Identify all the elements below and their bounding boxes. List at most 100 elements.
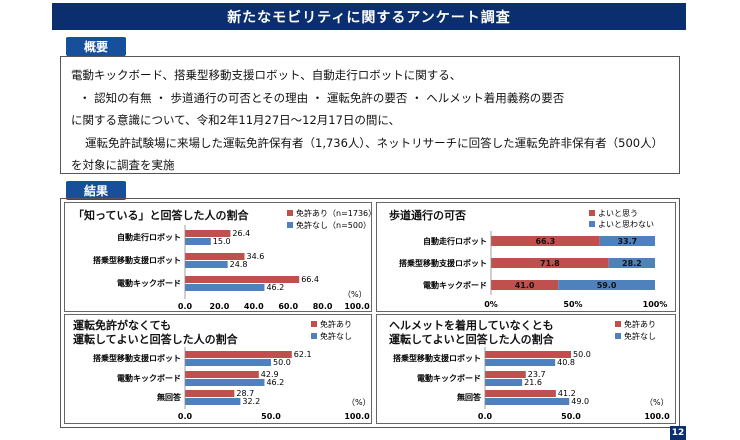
sidewalk-chart: 歩道通行の可否 自動走行ロボット 66.3 33.7 搭乗型移動支援ロボット 71.8 2… [376,202,676,312]
data-label: 71.8 [540,259,560,268]
chart-title-line1: 運転免許がなくても [73,319,172,332]
tick-label: 50.0 [561,412,581,421]
bar-segment [491,280,559,290]
tick-label: 50% [563,300,582,309]
category-label: 無回答 [457,392,482,402]
bar [185,359,271,366]
tick-label: 0.0 [178,412,193,421]
tick-label: 50.0 [261,412,281,421]
tick-label: 0% [484,300,498,309]
data-label: 15.0 [213,237,231,246]
data-label: 24.8 [230,260,248,269]
tick-label: 60.0 [278,302,298,311]
chart-title: 「知っている」と回答した人の割合 [73,209,249,222]
bar [485,398,570,405]
data-label: 41.2 [558,389,576,398]
bar [485,371,526,378]
bar [185,398,241,405]
category-label: 搭乗型移動支援ロボット [93,353,181,363]
category-label: 電動キックボード [423,280,487,290]
overview-box: 電動キックボード、搭乗型移動支援ロボット、自動走行ロボットに関する、 ・ 認知の… [60,56,680,174]
data-label: 46.2 [266,378,284,387]
unit-label: （%） [347,398,371,407]
legend-label: 免許なし（n=500） [296,220,371,230]
bar [485,379,523,386]
page-title: 新たなモビリティに関するアンケート調査 [52,3,686,30]
bar [485,359,556,366]
overview-line: 運転免許試験場に来場した運転免許保有者（1,736人）、ネットリサーチに回答した… [85,135,664,150]
data-label: 21.6 [524,378,542,387]
data-label: 62.1 [294,350,312,359]
bar [185,238,211,245]
chart-title: 歩道通行の可否 [389,209,466,222]
overview-tab: 概要 [66,37,126,56]
chart-title-line2: 運転してよいと回答した人の割合 [73,333,238,346]
data-label: 41.0 [515,281,535,290]
legend-label: 免許あり [320,319,352,329]
bar [185,253,245,260]
category-label: 無回答 [157,392,182,402]
legend-swatch [589,221,595,227]
data-label: 66.4 [301,275,319,284]
chart-title-line1: ヘルメットを着用していなくとも [389,319,554,332]
bar-segment [558,280,655,290]
bar-segment [491,236,600,246]
tick-label: 100% [643,300,668,309]
data-label: 50.0 [573,350,591,359]
sidewalk-chart-svg: 自動走行ロボット 66.3 33.7 搭乗型移動支援ロボット 71.8 28.2 電動キック… [399,209,668,309]
overview-line: を対象に調査を実施 [71,158,175,172]
tick-label: 100.0 [344,412,370,421]
bar [185,276,300,283]
category-label: 自動走行ロボット [423,236,487,246]
results-tab: 結果 [66,181,126,200]
data-label: 42.9 [261,370,279,379]
overview-line: ・ 認知の有無 ・ 歩道通行の可否とその理由 ・ 運転免許の要否 ・ ヘルメット… [79,90,565,105]
legend-label: 免許なし [624,331,656,341]
bar [185,379,265,386]
overview-line: に関する意識について、令和2年11月27日～12月17日の間に、 [71,113,401,127]
tick-label: 0.0 [178,302,193,311]
bar-segment [599,236,655,246]
category-label: 自動走行ロボット [117,232,181,242]
data-label: 34.6 [247,252,265,261]
data-label: 50.0 [273,358,291,367]
data-label: 66.3 [535,237,555,246]
bar-segment [491,258,609,268]
unit-label: （%） [645,398,669,407]
legend-swatch [615,333,621,339]
bar [485,390,556,397]
legend-swatch [589,210,595,216]
chart-title-line2: 運転してよいと回答した人の割合 [389,333,554,346]
data-label: 46.2 [266,283,284,292]
unit-label: （%） [343,290,367,299]
bar [185,230,231,237]
data-label: 40.8 [557,358,575,367]
bar [185,261,228,268]
data-label: 49.0 [571,397,589,406]
data-label: 23.7 [528,370,546,379]
legend-swatch [287,210,293,216]
bar [185,371,259,378]
tick-label: 40.0 [244,302,264,311]
tick-label: 100.0 [644,412,670,421]
legend-swatch [311,321,317,327]
legend-swatch [287,222,293,228]
tick-label: 20.0 [210,302,230,311]
helmet-chart: ヘルメットを着用していなくとも 運転してよいと回答した人の割合 搭乗型移動支援ロ… [376,314,676,424]
category-label: 電動キックボード [117,373,181,383]
tick-label: 80.0 [313,302,333,311]
legend-label: 免許あり [624,319,656,329]
bar [485,351,571,358]
legend-label: 免許あり（n=1736） [296,208,373,218]
category-label: 搭乗型移動支援ロボット [393,353,481,363]
legend-swatch [311,333,317,339]
data-label: 59.0 [597,281,617,290]
data-label: 28.7 [236,389,254,398]
legend-label: よいと思う [598,209,638,218]
tick-label: 100.0 [344,302,370,311]
awareness-chart: 「知っている」と回答した人の割合 自動走行ロボット 26.4 15.0 搭乗型移動支援… [64,202,373,312]
tick-label: 0.0 [478,412,493,421]
legend-swatch [615,321,621,327]
data-label: 28.2 [622,259,642,268]
